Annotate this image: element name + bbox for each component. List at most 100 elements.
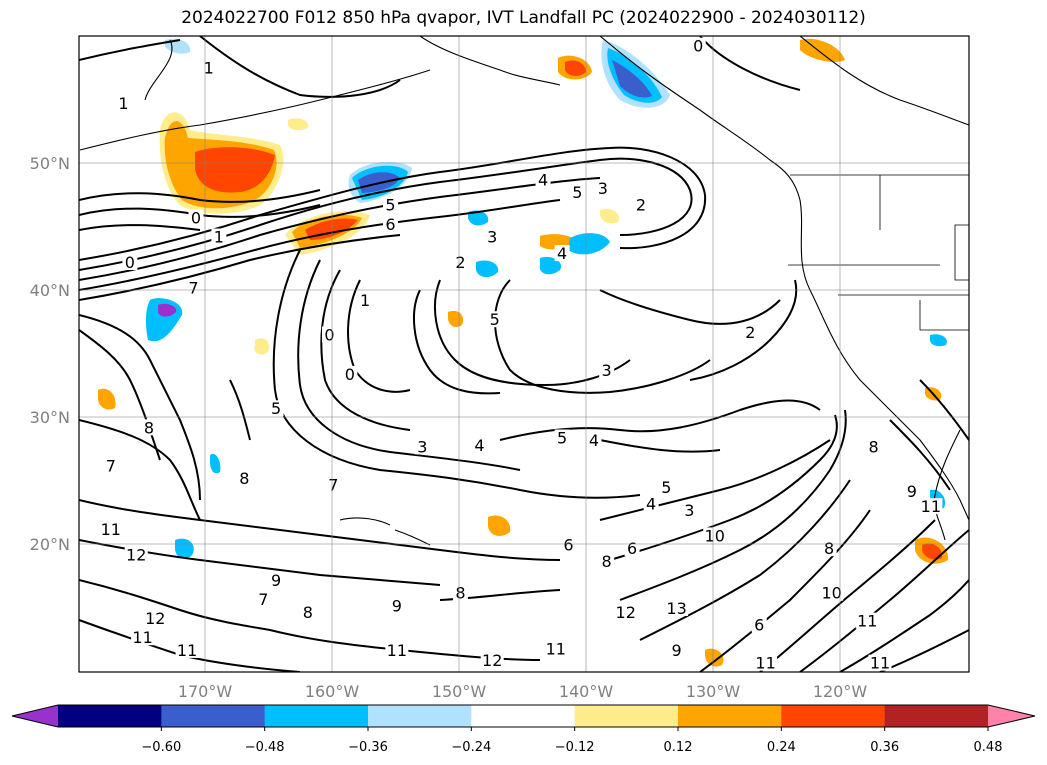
contour-label-bg <box>414 438 430 455</box>
contour-label: 3 <box>598 179 608 198</box>
contour-label: 11 <box>101 520 121 539</box>
contour-label: 8 <box>303 603 313 622</box>
coastlines <box>79 36 969 546</box>
contour-label: 2 <box>745 323 755 342</box>
contour-label: 6 <box>385 215 395 234</box>
contour-label: 12 <box>482 651 502 670</box>
contour-label-bg <box>586 432 602 449</box>
contour-label-bg <box>385 641 409 658</box>
contour-label-bg <box>866 438 882 455</box>
contour-label: 6 <box>627 539 637 558</box>
contour-label: 0 <box>125 253 135 272</box>
contour-label-bg <box>643 495 659 512</box>
colorbar-tick-label: −0.60 <box>141 740 181 755</box>
colorbar-segment <box>471 705 576 727</box>
contour-label-bg <box>535 171 551 188</box>
contour-label-bg <box>703 527 727 544</box>
contour-label: 4 <box>589 431 599 450</box>
contour-label: 11 <box>177 641 197 660</box>
contour-label: 1 <box>118 94 128 113</box>
contour-label: 3 <box>487 228 497 247</box>
contour-label: 3 <box>602 361 612 380</box>
contour-label: 8 <box>602 552 612 571</box>
contour-label: 1 <box>214 228 224 247</box>
lat-label-20: 20°N <box>30 535 70 554</box>
contour-label-bg <box>855 612 879 629</box>
contour-label-bg <box>452 253 468 270</box>
gridlines <box>79 36 969 672</box>
contour-label-bg <box>595 180 611 197</box>
contour-label-bg <box>487 311 503 328</box>
contour-label-bg <box>255 591 271 608</box>
contour-label: 0 <box>345 365 355 384</box>
contour-label-bg <box>472 437 487 454</box>
contour-label-bg <box>143 610 167 627</box>
colorbar-tick-label: −0.36 <box>348 740 388 755</box>
contour-label-bg <box>754 654 778 671</box>
longitude-labels: 170°W 160°W 150°W 140°W 130°W 120°W <box>178 682 868 701</box>
contour-label-bg <box>188 209 204 226</box>
contour-label: 12 <box>145 609 165 628</box>
contour-label-bg <box>116 94 131 111</box>
colorbar-segment <box>161 705 266 727</box>
contour-label: 2 <box>455 253 465 272</box>
contour-label: 13 <box>666 599 686 618</box>
contour-label: 5 <box>572 183 582 202</box>
contour-label: 12 <box>616 603 636 622</box>
contour-label-bg <box>268 571 284 588</box>
contour-label: 3 <box>417 437 427 456</box>
lon-label-130w: 130°W <box>686 682 741 701</box>
contour-label: 8 <box>144 418 154 437</box>
political-boundaries <box>788 174 969 331</box>
colorbar-segment <box>58 705 162 727</box>
colorbar-segment <box>574 705 679 727</box>
contour-label: 5 <box>490 310 500 329</box>
figure-title: 2024022700 F012 850 hPa qvapor, IVT Land… <box>181 8 866 28</box>
lat-label-30: 30°N <box>30 408 70 427</box>
contour-label-bg <box>554 245 570 262</box>
contour-label-bg <box>544 640 568 657</box>
colorbar-tick-label: −0.48 <box>245 740 285 755</box>
contour-label: 1 <box>204 58 214 77</box>
contour-label: 10 <box>705 526 725 545</box>
contour-label-bg <box>389 597 405 614</box>
colorbar-segment <box>264 705 369 727</box>
contour-label-bg <box>665 599 689 616</box>
contour-label-bg <box>141 419 157 436</box>
contour-label: 11 <box>870 654 890 673</box>
contour-label-bg <box>321 326 337 343</box>
lon-label-160w: 160°W <box>305 682 360 701</box>
colorbar-tick-label: 0.36 <box>870 740 899 755</box>
colorbar-ticks: −0.60 −0.48 −0.36 −0.24 −0.12 0.12 0.24 0.36 0.4… <box>141 727 1002 755</box>
contour-label-bg <box>820 584 844 601</box>
contour-label: 10 <box>822 584 842 603</box>
contour-label: 4 <box>646 495 656 514</box>
contour-label: 7 <box>106 456 116 475</box>
contour-label: 0 <box>191 208 201 227</box>
colorbar-tick-label: −0.12 <box>555 740 595 755</box>
contour-label: 8 <box>239 469 249 488</box>
contour-label: 5 <box>661 478 671 497</box>
contour-label: 9 <box>271 571 281 590</box>
contour-label: 11 <box>921 497 941 516</box>
contour-label: 6 <box>563 535 573 554</box>
contour-label: 7 <box>258 590 268 609</box>
contour-label-bg <box>383 215 398 232</box>
contour-label-bg <box>175 641 199 658</box>
lat-label-40: 40°N <box>30 281 70 300</box>
contour-label-bg <box>633 196 649 213</box>
contour-label-bg <box>658 479 674 496</box>
lat-label-50: 50°N <box>30 154 70 173</box>
colorbar-tick-label: −0.24 <box>451 740 491 755</box>
contour-label-bg <box>268 400 284 417</box>
contour-label-bg <box>383 196 398 213</box>
contour-label: 4 <box>474 436 484 455</box>
colorbar-segment <box>781 705 886 727</box>
colorbar-segment <box>368 705 472 727</box>
lon-label-120w: 120°W <box>813 682 868 701</box>
contour-label-bg <box>480 652 504 669</box>
contour-label-bg <box>904 482 920 499</box>
contour-label-bg <box>211 228 227 245</box>
